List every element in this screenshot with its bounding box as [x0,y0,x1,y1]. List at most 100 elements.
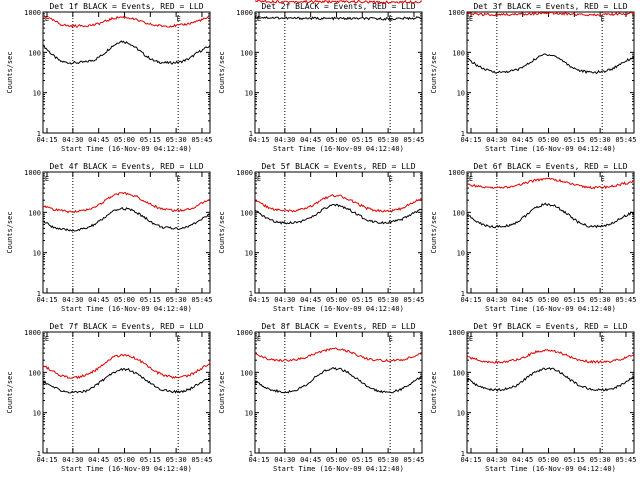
panel-det-2: Det 2f BLACK = Events, RED = LLD 1 10 100 10… [218,0,424,153]
plot-frame [42,331,211,454]
x-axis-label: Start Time (16-Nov-09 04:12:40) [273,465,404,473]
e-marker: E [45,15,49,23]
series-events [254,203,423,225]
panel-det-5: Det 5f BLACK = Events, RED = LLD 1 10 100 10… [218,162,424,313]
x-tick-label: 04:30 [62,456,83,464]
x-tick-label: 04:15 [36,296,57,304]
panel-title: Det 7f BLACK = Events, RED = LLD [49,322,203,331]
panel-det-9: Det 9f BLACK = Events, RED = LLD 1 10 100 10… [430,322,636,473]
y-tick-label: 1000 [236,9,253,17]
e-marker: E [45,335,49,343]
series-events [466,367,635,392]
x-tick-label: 04:15 [36,456,57,464]
x-tick-label: 05:30 [166,456,187,464]
y-tick-label: 1000 [236,329,253,337]
x-tick-label: 05:30 [378,456,399,464]
x-tick-label: 04:45 [300,136,321,144]
series-lld [466,348,635,365]
x-tick-label: 04:45 [512,296,533,304]
x-tick-label: 05:00 [114,296,135,304]
x-tick-label: 05:00 [538,296,559,304]
x-tick-label: 05:00 [538,136,559,144]
y-tick-label: 10 [457,250,465,258]
x-tick-label: 05:00 [326,456,347,464]
x-tick-label: 05:30 [590,456,611,464]
y-tick-label: 1000 [448,169,465,177]
y-tick-label: 1000 [24,169,41,177]
x-tick-label: 04:30 [274,136,295,144]
y-tick-label: 10 [457,90,465,98]
y-tick-label: 1000 [24,9,41,17]
plot-frame [466,11,635,134]
x-tick-label: 04:45 [300,456,321,464]
y-tick-label: 1 [37,290,41,298]
x-tick-label: 05:15 [140,136,161,144]
series-lld [254,194,423,213]
x-tick-label: 05:00 [538,456,559,464]
x-tick-label: 04:30 [486,456,507,464]
x-tick-label: 05:45 [403,296,424,304]
x-tick-label: 05:30 [166,296,187,304]
x-tick-label: 05:45 [615,456,636,464]
y-tick-label: 100 [452,209,465,217]
e-marker: E [601,15,605,23]
y-tick-label: 100 [452,49,465,57]
y-tick-label: 10 [457,410,465,418]
y-tick-label: 100 [28,49,41,57]
x-tick-label: 05:45 [615,296,636,304]
y-axis-label: Counts/sec [218,51,226,93]
x-tick-label: 05:30 [590,136,611,144]
x-tick-label: 04:30 [62,296,83,304]
y-tick-label: 1 [461,130,465,138]
x-tick-label: 05:15 [352,456,373,464]
x-tick-label: 04:15 [36,136,57,144]
x-tick-label: 05:15 [140,296,161,304]
x-tick-label: 04:15 [460,136,481,144]
x-tick-label: 05:45 [615,136,636,144]
e-marker: E [601,335,605,343]
y-tick-label: 10 [33,410,41,418]
x-tick-label: 05:45 [191,456,212,464]
y-tick-label: 10 [33,90,41,98]
x-tick-label: 05:15 [140,456,161,464]
x-tick-label: 05:30 [378,136,399,144]
y-axis-label: Counts/sec [6,211,14,253]
plot-frame [254,171,423,294]
y-axis-label: Counts/sec [430,371,438,413]
x-axis-label: Start Time (16-Nov-09 04:12:40) [61,465,192,473]
x-tick-label: 04:45 [512,136,533,144]
e-marker: E [601,175,605,183]
panel-title: Det 1f BLACK = Events, RED = LLD [49,2,203,11]
y-tick-label: 100 [240,49,253,57]
x-tick-label: 04:30 [274,456,295,464]
x-axis-label: Start Time (16-Nov-09 04:12:40) [273,145,404,153]
e-marker: E [257,335,261,343]
panel-title: Det 4f BLACK = Events, RED = LLD [49,162,203,171]
panel-det-8: Det 8f BLACK = Events, RED = LLD 1 10 100 10… [218,322,424,473]
e-marker: E [389,335,393,343]
y-axis-label: Counts/sec [6,51,14,93]
plot-frame [254,331,423,454]
y-tick-label: 1000 [448,329,465,337]
panel-det-6: Det 6f BLACK = Events, RED = LLD 1 10 100 10… [430,162,636,313]
x-tick-label: 04:45 [512,456,533,464]
y-tick-label: 1 [461,290,465,298]
y-tick-label: 100 [28,209,41,217]
e-marker: E [45,175,49,183]
x-tick-label: 05:45 [403,136,424,144]
x-tick-label: 05:00 [114,456,135,464]
x-tick-label: 05:45 [191,296,212,304]
e-marker: E [469,15,473,23]
e-marker: E [389,175,393,183]
y-tick-label: 100 [240,369,253,377]
x-tick-label: 05:30 [378,296,399,304]
x-tick-label: 05:45 [403,456,424,464]
y-tick-label: 1000 [448,9,465,17]
y-axis-label: Counts/sec [6,371,14,413]
panel-title: Det 2f BLACK = Events, RED = LLD [261,2,415,11]
x-tick-label: 04:30 [274,296,295,304]
x-tick-label: 05:15 [352,136,373,144]
y-axis-label: Counts/sec [430,51,438,93]
